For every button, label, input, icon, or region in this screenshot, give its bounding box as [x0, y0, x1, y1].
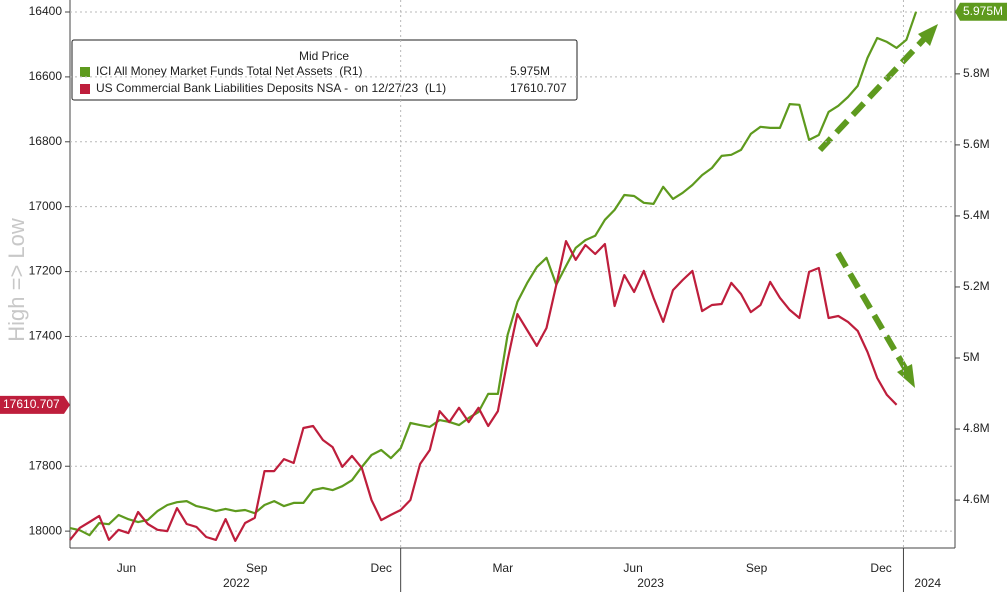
- series-line: [69, 11, 918, 537]
- y2-tick-label: 5.4M: [963, 208, 990, 222]
- x-tick-label: Dec: [870, 561, 891, 575]
- x-tick-label: Jun: [117, 561, 136, 575]
- legend-swatch: [80, 84, 90, 94]
- legend-box: [71, 39, 578, 101]
- y-tick-label: 17200: [29, 264, 63, 278]
- last-value-tag: [955, 2, 1007, 21]
- y2-tick-label: 5.6M: [963, 137, 990, 151]
- series-line: [69, 240, 898, 542]
- y2-tick-label: 5.8M: [963, 66, 990, 80]
- down-arrow-shaft: [835, 251, 908, 370]
- x-tick-label: Sep: [246, 561, 268, 575]
- year-label: 2024: [914, 576, 941, 590]
- x-tick-label: Dec: [371, 561, 392, 575]
- y-tick-label: 17800: [29, 458, 63, 472]
- legend-value: 5.975M: [510, 64, 550, 78]
- y2-tick-label: 4.8M: [963, 421, 990, 435]
- year-label: 2022: [223, 576, 250, 590]
- last-value-label: 5.975M: [963, 4, 1003, 18]
- down-arrow-head: [897, 364, 915, 388]
- last-value-tag: [0, 395, 70, 414]
- last-value-label: 17610.707: [3, 397, 60, 411]
- arrows: [817, 24, 938, 388]
- x-tick-label: Jun: [623, 561, 642, 575]
- legend-swatch: [80, 67, 90, 77]
- x-tick-label: Sep: [746, 561, 768, 575]
- up-arrow-head: [918, 24, 938, 46]
- y2-tick-label: 4.6M: [963, 492, 990, 506]
- up-arrow-shaft: [817, 35, 928, 153]
- y-tick-label: 17000: [29, 199, 63, 213]
- legend: Mid Price ICI All Money Market Funds Tot…: [71, 39, 578, 101]
- y2-tick-label: 5.2M: [963, 279, 990, 293]
- legend-title: Mid Price: [299, 49, 349, 63]
- y-axis-title: High => Low: [4, 218, 29, 342]
- legend-value: 17610.707: [510, 81, 567, 95]
- y-tick-label: 16800: [29, 134, 63, 148]
- legend-label: ICI All Money Market Funds Total Net Ass…: [96, 64, 363, 78]
- y-tick-label: 17400: [29, 329, 63, 343]
- year-label: 2023: [637, 576, 664, 590]
- y2-tick-label: 5M: [963, 350, 980, 364]
- y-tick-label: 18000: [29, 523, 63, 537]
- legend-label: US Commercial Bank Liabilities Deposits …: [96, 81, 446, 95]
- y-tick-label: 16600: [29, 69, 63, 83]
- x-tick-label: Mar: [492, 561, 513, 575]
- y-tick-label: 16400: [29, 4, 63, 18]
